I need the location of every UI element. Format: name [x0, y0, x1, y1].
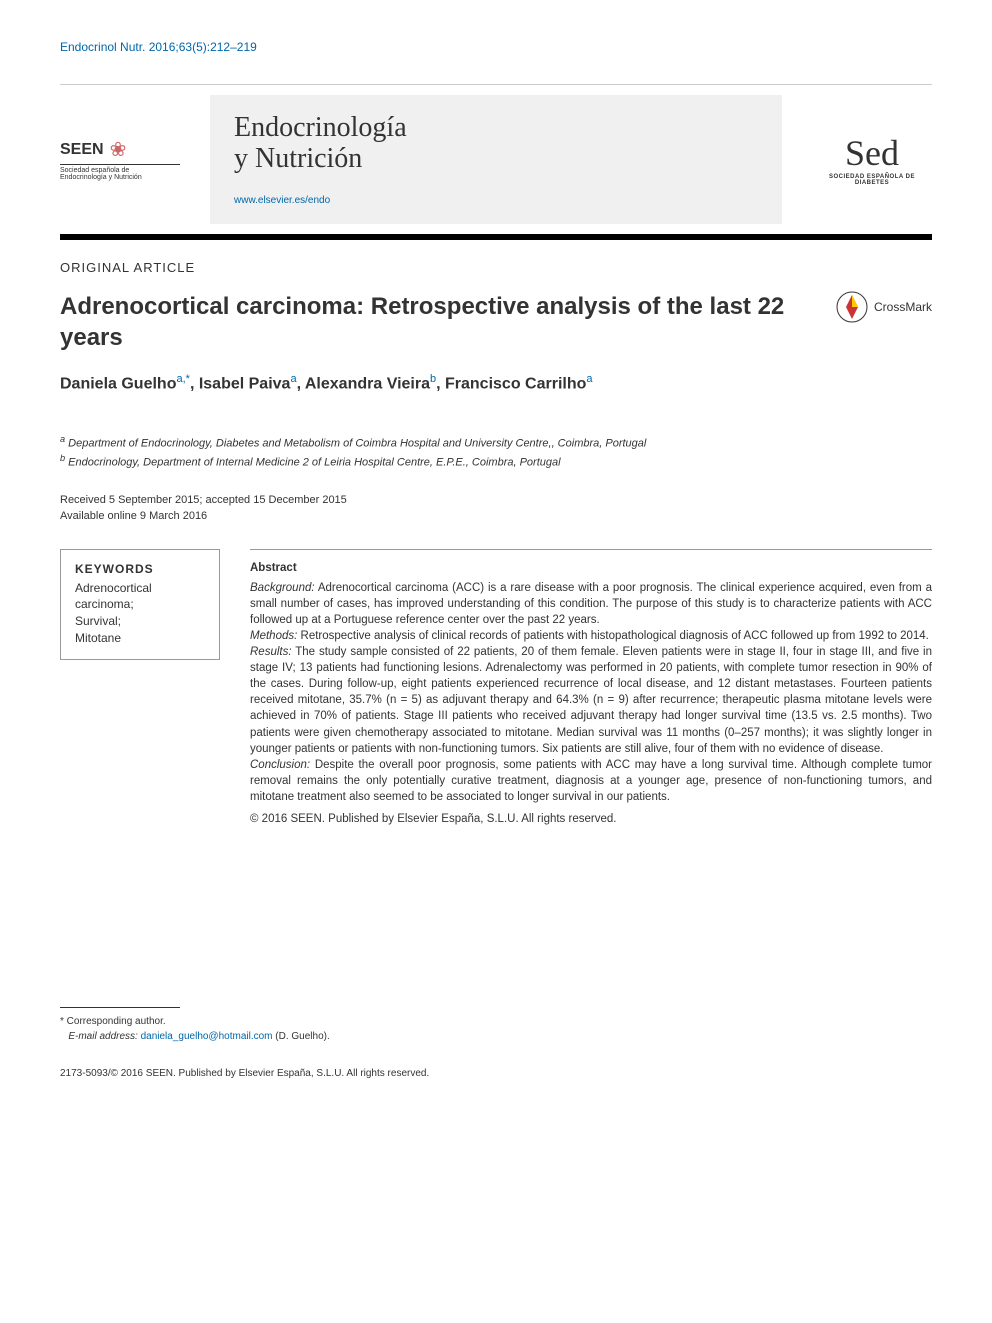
- results-text: The study sample consisted of 22 patient…: [250, 646, 932, 755]
- divider-thin: [60, 84, 932, 85]
- article-title: Adrenocortical carcinoma: Retrospective …: [60, 291, 816, 353]
- journal-title-box: Endocrinología y Nutrición www.elsevier.…: [210, 95, 782, 224]
- keywords-list: Adrenocortical carcinoma; Survival; Mito…: [75, 580, 205, 647]
- author-name: Alexandra Vieira: [305, 375, 430, 392]
- email-author: (D. Guelho).: [273, 1031, 330, 1042]
- author-affil: a,*: [176, 373, 189, 385]
- seen-sub-line2: Endocrinología y Nutrición: [60, 174, 180, 181]
- divider-thick: [60, 234, 932, 240]
- seen-sub-line1: Sociedad española de: [60, 167, 180, 174]
- seen-logo-text: SEEN: [60, 141, 104, 159]
- email-label: E-mail address:: [68, 1031, 137, 1042]
- journal-title-line2: y Nutrición: [234, 144, 758, 175]
- keywords-box: KEYWORDS Adrenocortical carcinoma; Survi…: [60, 549, 220, 660]
- seen-flower-icon: ❀: [110, 137, 127, 162]
- article-dates: Received 5 September 2015; accepted 15 D…: [60, 492, 932, 525]
- keywords-heading: KEYWORDS: [75, 562, 205, 576]
- journal-title-line1: Endocrinología: [234, 113, 758, 144]
- journal-url[interactable]: www.elsevier.es/endo: [234, 195, 758, 206]
- results-label: Results:: [250, 646, 292, 658]
- abstract-copyright: © 2016 SEEN. Published by Elsevier Españ…: [250, 811, 932, 827]
- sed-script-icon: Sed: [812, 132, 932, 174]
- methods-text: Retrospective analysis of clinical recor…: [297, 630, 929, 642]
- article-type: ORIGINAL ARTICLE: [60, 260, 932, 275]
- author-name: Francisco Carrilho: [445, 375, 586, 392]
- conclusion-text: Despite the overall poor prognosis, some…: [250, 759, 932, 803]
- seen-logo: SEEN ❀ Sociedad española de Endocrinolog…: [60, 137, 180, 181]
- conclusion-label: Conclusion:: [250, 759, 310, 771]
- received-accepted: Received 5 September 2015; accepted 15 D…: [60, 492, 932, 509]
- sed-logo: Sed SOCIEDAD ESPAÑOLA DE DIABETES: [812, 132, 932, 186]
- abstract-heading: Abstract: [250, 560, 932, 576]
- available-online: Available online 9 March 2016: [60, 508, 932, 525]
- journal-banner: SEEN ❀ Sociedad española de Endocrinolog…: [60, 95, 932, 224]
- corresponding-email[interactable]: daniela_guelho@hotmail.com: [141, 1031, 273, 1042]
- sed-logo-text: SOCIEDAD ESPAÑOLA DE DIABETES: [812, 174, 932, 186]
- affiliation-a: Department of Endocrinology, Diabetes an…: [68, 438, 646, 450]
- corresponding-label: Corresponding author.: [67, 1016, 166, 1027]
- author-name: Daniela Guelho: [60, 375, 176, 392]
- author-affil: a: [586, 373, 592, 385]
- crossmark-badge[interactable]: CrossMark: [836, 291, 932, 323]
- crossmark-label: CrossMark: [874, 300, 932, 314]
- corresponding-footnote: * Corresponding author. E-mail address: …: [60, 1014, 932, 1044]
- background-label: Background:: [250, 582, 315, 594]
- crossmark-icon: [836, 291, 868, 323]
- affiliations: a Department of Endocrinology, Diabetes …: [60, 433, 932, 471]
- footnote-rule: [60, 1007, 180, 1008]
- affiliation-b: Endocrinology, Department of Internal Me…: [68, 457, 560, 469]
- citation-header: Endocrinol Nutr. 2016;63(5):212–219: [60, 40, 932, 54]
- methods-label: Methods:: [250, 630, 297, 642]
- author-name: Isabel Paiva: [199, 375, 291, 392]
- issn-copyright: 2173-5093/© 2016 SEEN. Published by Else…: [60, 1068, 932, 1079]
- background-text: Adrenocortical carcinoma (ACC) is a rare…: [250, 582, 932, 626]
- abstract-box: Abstract Background: Adrenocortical carc…: [250, 549, 932, 828]
- authors-line: Daniela Guelhoa,*, Isabel Paivaa, Alexan…: [60, 373, 932, 393]
